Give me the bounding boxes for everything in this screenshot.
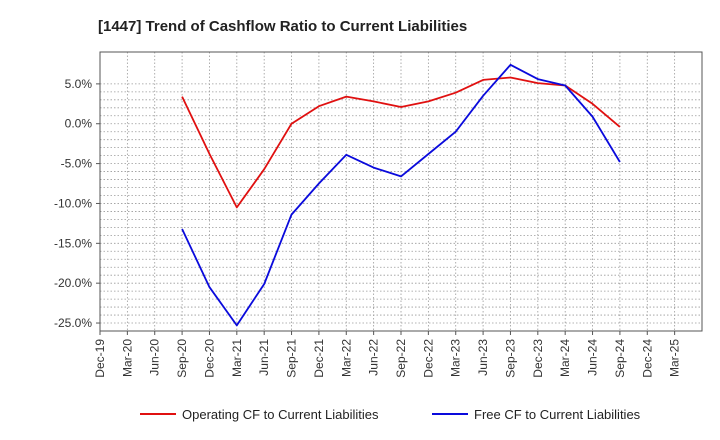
x-tick-label: Sep-20 (175, 339, 189, 378)
x-tick-label: Jun-23 (476, 339, 490, 376)
legend-label: Operating CF to Current Liabilities (182, 407, 379, 422)
legend: Operating CF to Current Liabilities Free … (140, 407, 641, 422)
x-tick-label: Jun-20 (148, 339, 162, 376)
series-line-1 (181, 76, 621, 209)
x-tick-label: Dec-20 (202, 339, 216, 378)
x-tick-label: Sep-22 (394, 339, 408, 378)
y-tick-label: -5.0% (61, 157, 93, 171)
plot-area (99, 51, 703, 332)
y-tick-label: -20.0% (54, 276, 92, 290)
y-tick-label: -25.0% (54, 316, 92, 330)
x-tick-label: Sep-23 (503, 339, 517, 378)
legend-label: Free CF to Current Liabilities (474, 407, 641, 422)
x-tick-label: Mar-24 (558, 339, 572, 377)
x-axis: Dec-19 Mar-20 Jun-20 Sep-20 Dec-20 Mar-21 Jun-… (93, 331, 682, 378)
x-tick-label: Dec-24 (640, 339, 654, 378)
y-tick-label: 5.0% (65, 77, 93, 91)
y-tick-label: 0.0% (65, 117, 93, 131)
x-tick-label: Mar-20 (120, 339, 134, 377)
y-tick-label: -15.0% (54, 236, 92, 250)
x-tick-label: Dec-22 (421, 339, 435, 378)
x-tick-label: Mar-25 (668, 339, 682, 377)
x-tick-label: Sep-21 (285, 339, 299, 378)
chart-title: [1447] Trend of Cashflow Ratio to Curren… (98, 18, 467, 35)
x-tick-label: Jun-24 (586, 339, 600, 376)
x-tick-label: Dec-23 (531, 339, 545, 378)
x-tick-label: Dec-19 (93, 339, 107, 378)
x-tick-label: Jun-22 (367, 339, 381, 376)
x-tick-label: Mar-21 (230, 339, 244, 377)
grid (100, 52, 702, 331)
x-tick-label: Jun-21 (257, 339, 271, 376)
y-axis: 5.0% 0.0% -5.0% -10.0% -15.0% -20.0% -25.0% (54, 77, 100, 330)
x-tick-label: Sep-24 (613, 339, 627, 378)
series-line-2 (181, 63, 621, 327)
x-tick-label: Mar-23 (449, 339, 463, 377)
x-tick-label: Dec-21 (312, 339, 326, 378)
series-lines (181, 63, 621, 327)
y-tick-label: -10.0% (54, 196, 92, 210)
x-tick-label: Mar-22 (339, 339, 353, 377)
